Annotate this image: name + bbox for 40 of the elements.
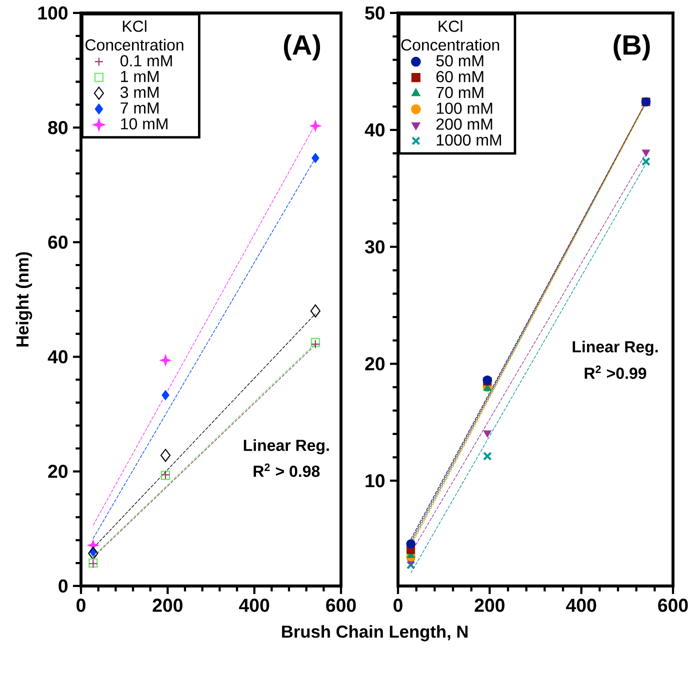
y-tick-label: 40 [48, 350, 68, 364]
y-tick-label: 20 [365, 357, 385, 370]
legend-label: 1 mM [121, 70, 159, 82]
legend-label: 0.1 mM [120, 55, 172, 66]
legend-label: 7 mM [120, 102, 159, 114]
annotation: Linear Reg. [244, 439, 329, 454]
x-tick-label: 600 [658, 598, 688, 612]
legend-title: KCl Concentration [86, 20, 184, 51]
legend-label: 3 mM [120, 86, 159, 98]
y-tick-label: 100 [38, 6, 68, 20]
annotation: (B) [614, 34, 650, 60]
legend-label: 10 mM [121, 118, 168, 130]
legend-label: 1000 mM [436, 134, 501, 146]
x-tick-label: 200 [474, 598, 504, 612]
y-tick-label: 20 [48, 464, 68, 478]
y-axis-title: Height (nm) [16, 252, 32, 346]
legend-label: 60 mM [436, 70, 484, 82]
y-tick-label: 40 [364, 123, 385, 137]
y-tick-label: 30 [364, 240, 385, 254]
y-tick-label: 0 [58, 579, 68, 593]
x-tick-label: 0 [394, 598, 402, 612]
legend-label: 70 mM [436, 86, 484, 98]
x-tick-label: 400 [239, 598, 270, 612]
x-axis-title: Brush Chain Length, N [282, 625, 468, 642]
y-tick-label: 80 [48, 120, 68, 134]
annotation: Linear Reg. [572, 340, 658, 356]
x-tick-label: 200 [152, 598, 182, 612]
legend-label: 200 mM [436, 118, 492, 130]
legend-label: 50 mM [436, 55, 484, 66]
y-tick-label: 10 [366, 474, 385, 488]
x-tick-label: 0 [76, 598, 86, 612]
legend-title: KCl Concentration [401, 20, 500, 51]
y-tick-label: 50 [365, 6, 385, 20]
annotation: R$^{2}$ >0.99 [584, 366, 646, 379]
annotation: (A) [284, 34, 320, 60]
x-tick-label: 600 [326, 598, 356, 612]
annotation: R$^{2}$ > 0.98 [254, 464, 320, 477]
legend-label: 100 mM [436, 102, 492, 114]
x-tick-label: 400 [566, 598, 596, 612]
y-tick-label: 60 [48, 236, 68, 249]
